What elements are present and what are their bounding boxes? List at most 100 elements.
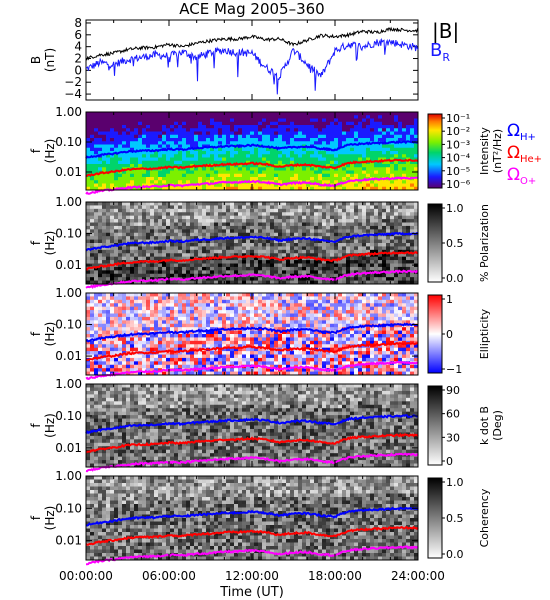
spectrogram-cell	[362, 125, 367, 129]
spectrogram-cell	[322, 236, 327, 240]
spectrogram-cell	[362, 186, 367, 191]
spectrogram-cell	[94, 344, 99, 348]
spectrogram-cell	[410, 256, 415, 261]
spectrogram-cell	[326, 167, 331, 171]
spectrogram-cell	[402, 222, 407, 227]
spectrogram-cell	[330, 173, 335, 178]
spectrogram-cell	[370, 277, 375, 281]
spectrogram-cell	[102, 246, 107, 251]
spectrogram-cell	[286, 147, 291, 152]
spectrogram-cell	[262, 131, 267, 136]
spectrogram-cell	[270, 186, 275, 191]
spectrogram-cell	[278, 215, 283, 220]
spectrogram-cell	[346, 141, 351, 145]
spectrogram-cell	[150, 256, 155, 261]
spectrogram-cell	[214, 239, 219, 244]
spectrogram-cell	[162, 141, 167, 145]
spectrogram-cell	[190, 320, 195, 325]
spectrogram-cell	[166, 205, 171, 210]
f-y-tick-label: 0.10	[55, 135, 82, 149]
spectrogram-cell	[146, 320, 151, 325]
spectrogram-cell	[278, 134, 283, 139]
spectrogram-cell	[178, 270, 183, 275]
spectrogram-cell	[186, 157, 191, 162]
spectrogram-cell	[246, 202, 251, 206]
spectrogram-cell	[150, 225, 155, 230]
spectrogram-cell	[386, 205, 391, 210]
spectrogram-cell	[214, 310, 219, 314]
spectrogram-cell	[94, 368, 99, 372]
spectrogram-cell	[166, 121, 171, 126]
spectrogram-cell	[122, 273, 127, 278]
spectrogram-cell	[170, 303, 175, 307]
spectrogram-cell	[154, 310, 159, 314]
spectrogram-cell	[242, 121, 247, 126]
spectrogram-cell	[354, 177, 359, 181]
spectrogram-cell	[86, 125, 91, 129]
spectrogram-cell	[210, 202, 215, 206]
spectrogram-cell	[170, 249, 175, 254]
spectrogram-cell	[174, 357, 179, 362]
spectrogram-cell	[162, 266, 167, 271]
spectrogram-cell	[194, 316, 199, 321]
spectrogram-cell	[222, 249, 227, 254]
spectrogram-cell	[342, 253, 347, 257]
spectrogram-cell	[310, 222, 315, 227]
spectrogram-cell	[198, 296, 203, 301]
spectrogram-cell	[362, 239, 367, 244]
spectrogram-cell	[386, 215, 391, 220]
spectrogram-cell	[362, 273, 367, 278]
spectrogram-cell	[146, 256, 151, 261]
spectrogram-cell	[374, 173, 379, 178]
spectrogram-cell	[386, 121, 391, 126]
spectrogram-cell	[394, 118, 399, 123]
spectrogram-cell	[222, 368, 227, 372]
spectrogram-cell	[154, 347, 159, 352]
spectrogram-cell	[166, 167, 171, 171]
spectrogram-cell	[302, 249, 307, 254]
spectrogram-cell	[194, 118, 199, 123]
spectrogram-cell	[362, 256, 367, 261]
spectrogram-cell	[342, 141, 347, 145]
spectrogram-cell	[178, 138, 183, 142]
spectrogram-cell	[366, 202, 371, 206]
spectrogram-cell	[294, 215, 299, 220]
spectrogram-cell	[226, 368, 231, 372]
spectrogram-cell	[382, 202, 387, 206]
spectrogram-cell	[410, 164, 415, 168]
spectrogram-cell	[390, 260, 395, 264]
spectrogram-cell	[278, 141, 283, 145]
spectrogram-cell	[390, 280, 395, 285]
spectrogram-cell	[370, 208, 375, 213]
spectrogram-cell	[366, 157, 371, 162]
spectrogram-cell	[398, 186, 403, 191]
spectrogram-cell	[310, 131, 315, 136]
spectrogram-cell	[98, 351, 103, 355]
spectrogram-cell	[322, 173, 327, 178]
spectrogram-cell	[178, 170, 183, 175]
spectrogram-cell	[386, 125, 391, 129]
spectrogram-cell	[246, 280, 251, 285]
spectrogram-cell	[126, 208, 131, 213]
spectrogram-cell	[106, 323, 111, 328]
spectrogram-cell	[326, 112, 331, 116]
spectrogram-cell	[166, 354, 171, 359]
spectrogram-cell	[366, 186, 371, 191]
spectrogram-cell	[226, 121, 231, 126]
spectrogram-cell	[370, 183, 375, 188]
spectrogram-cell	[282, 183, 287, 188]
spectrogram-cell	[158, 160, 163, 165]
spectrogram-cell	[150, 340, 155, 345]
spectrogram-cell	[114, 266, 119, 271]
spectrogram-cell	[198, 118, 203, 123]
spectrogram-cell	[102, 131, 107, 136]
spectrogram-cell	[382, 180, 387, 184]
spectrogram-cell	[294, 121, 299, 126]
spectrogram-cell	[190, 157, 195, 162]
spectrogram-cell	[262, 125, 267, 129]
spectrogram-cell	[146, 364, 151, 369]
spectrogram-cell	[298, 173, 303, 178]
spectrogram-cell	[146, 246, 151, 251]
spectrogram-cell	[178, 347, 183, 352]
spectrogram-cell	[306, 260, 311, 264]
